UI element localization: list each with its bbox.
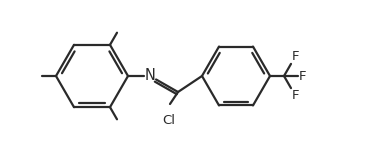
Text: F: F (292, 50, 300, 63)
Text: Cl: Cl (163, 114, 176, 127)
Text: F: F (292, 89, 300, 102)
Text: N: N (145, 69, 156, 84)
Text: F: F (299, 69, 307, 82)
